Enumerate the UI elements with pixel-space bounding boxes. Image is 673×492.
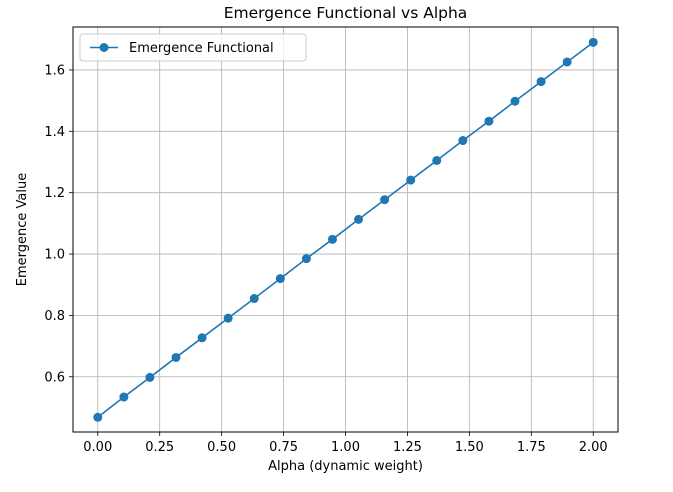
x-tick-label: 1.00 <box>331 440 360 455</box>
data-point <box>510 96 520 106</box>
data-point <box>223 313 233 323</box>
x-tick-label: 0.50 <box>207 440 236 455</box>
x-tick-label: 0.75 <box>269 440 298 455</box>
data-point <box>93 412 103 422</box>
y-axis-label: Emergence Value <box>15 173 30 286</box>
data-point <box>171 352 181 362</box>
y-tick-label: 1.6 <box>44 63 65 78</box>
data-point <box>458 136 468 146</box>
data-point <box>119 392 129 402</box>
data-point <box>275 274 285 284</box>
data-point <box>197 333 207 343</box>
ticks: 0.00 0.25 0.50 0.75 1.00 1.25 1.50 1.75 2.00 0.6 0… <box>44 63 607 455</box>
data-point <box>588 37 598 47</box>
data-point <box>406 175 416 185</box>
x-tick-label: 1.25 <box>393 440 422 455</box>
y-tick-label: 1.0 <box>44 248 65 263</box>
data-point <box>562 57 572 67</box>
data-point <box>301 254 311 264</box>
legend: Emergence Functional <box>79 33 307 62</box>
data-point <box>145 372 155 382</box>
x-tick-label: 1.75 <box>517 440 546 455</box>
series-layer <box>93 37 598 422</box>
legend-box <box>79 33 307 62</box>
y-tick-label: 1.2 <box>44 186 65 201</box>
x-tick-label: 0.00 <box>83 440 112 455</box>
series-line-emergence-functional <box>97 41 594 418</box>
data-point <box>536 77 546 87</box>
data-point <box>380 195 390 205</box>
grid <box>73 27 618 432</box>
data-point <box>484 116 494 126</box>
x-tick-label: 0.25 <box>145 440 174 455</box>
y-tick-label: 1.4 <box>44 125 65 140</box>
data-point <box>432 155 442 165</box>
x-tick-label: 1.50 <box>455 440 484 455</box>
data-point <box>249 294 259 304</box>
data-point <box>327 234 337 244</box>
x-tick-label: 2.00 <box>579 440 608 455</box>
y-tick-label: 0.6 <box>44 370 65 385</box>
x-axis-label: Alpha (dynamic weight) <box>268 459 423 474</box>
legend-marker-swatch <box>99 43 109 52</box>
chart-title: Emergence Functional vs Alpha <box>224 4 468 22</box>
legend-entry-emergence-functional: Emergence Functional <box>129 41 274 56</box>
y-tick-label: 0.8 <box>44 309 65 324</box>
data-point <box>354 214 364 224</box>
